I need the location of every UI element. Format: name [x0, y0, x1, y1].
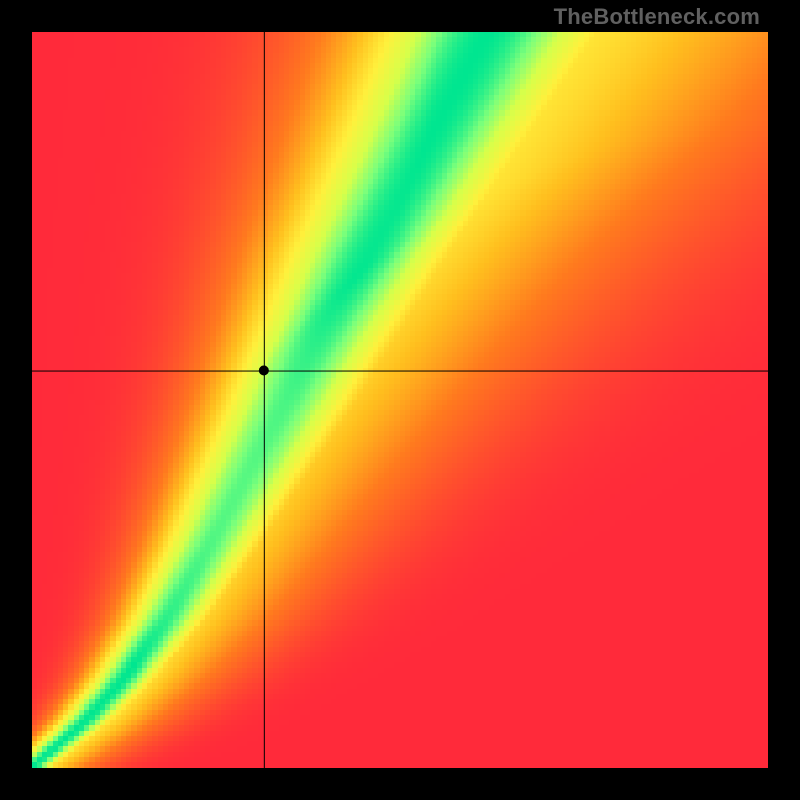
watermark-text: TheBottleneck.com — [554, 4, 760, 30]
chart-container: TheBottleneck.com — [0, 0, 800, 800]
heatmap-plot — [32, 32, 768, 768]
heatmap-canvas — [32, 32, 768, 768]
